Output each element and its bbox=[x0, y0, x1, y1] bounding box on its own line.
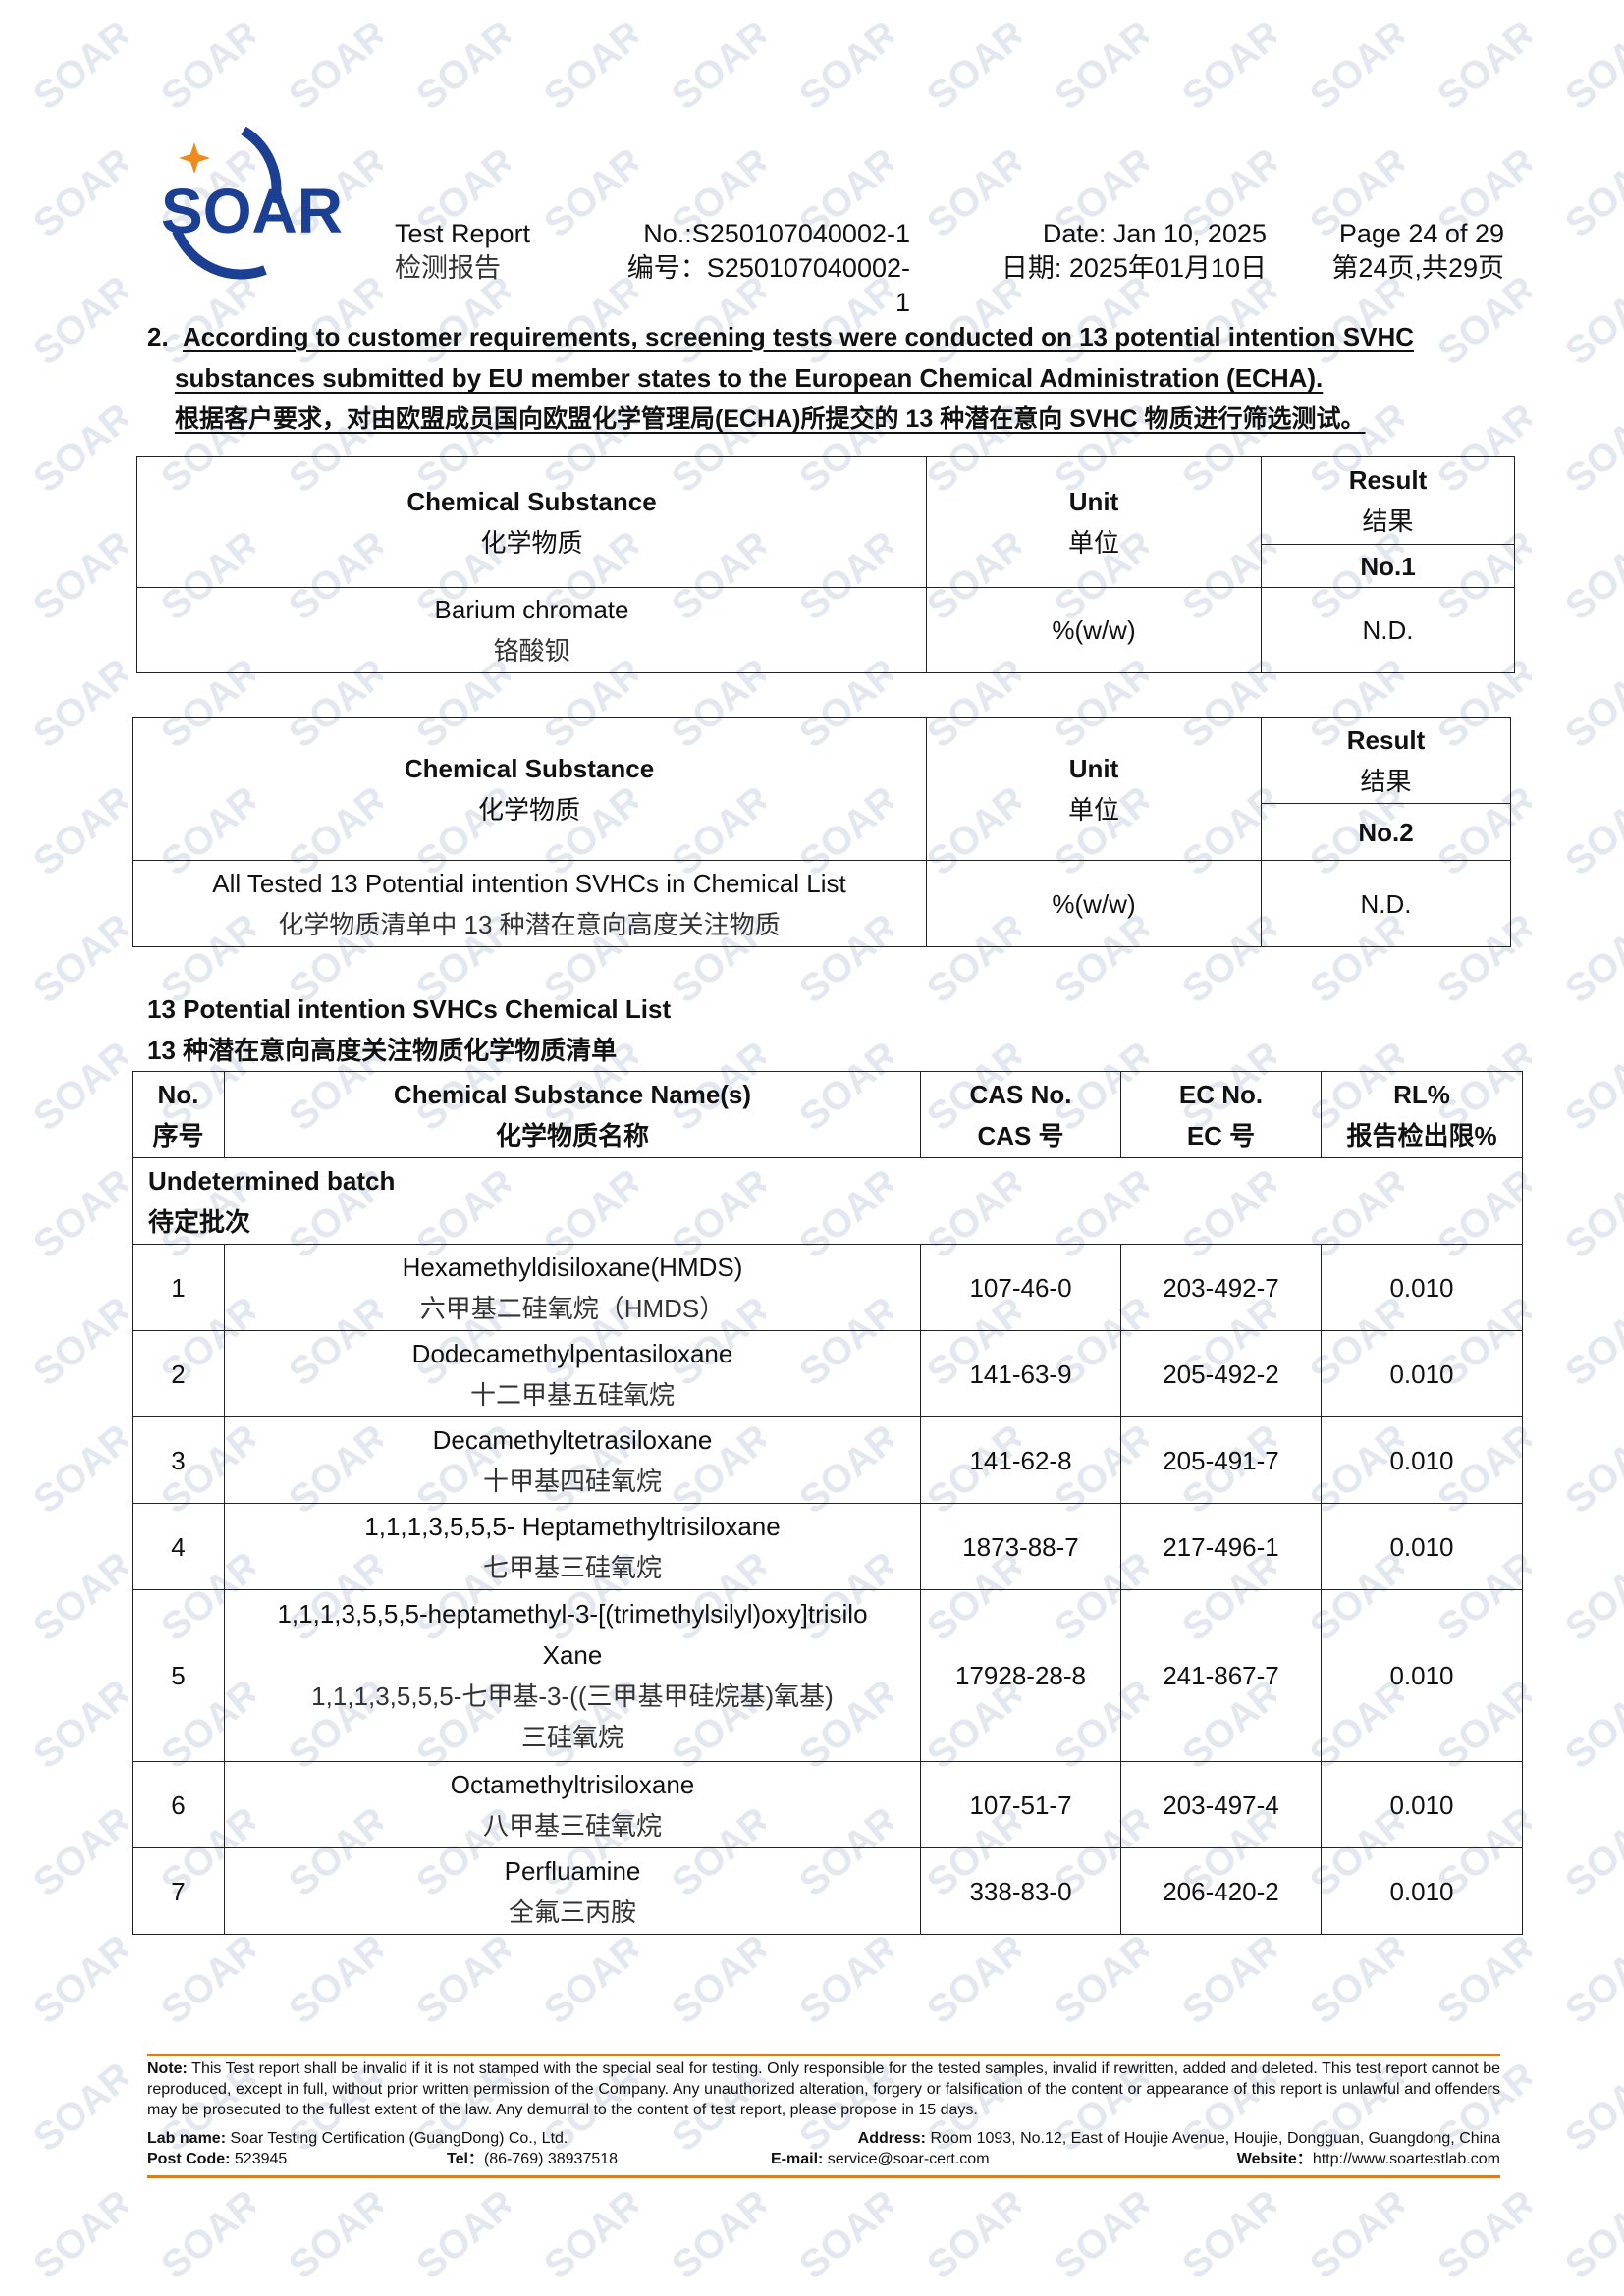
table-row: 7 Perfluamine 全氟三丙胺 338-83-0 206-420-2 0.010 bbox=[132, 1847, 1523, 1935]
cell-ec: 206-420-2 bbox=[1120, 1847, 1322, 1935]
footer-email: E-mail: service@soar-cert.com bbox=[771, 2151, 990, 2167]
report-number: No.:S250107040002-1 编号：S250107040002-1 bbox=[621, 217, 910, 320]
cell-name: Perfluamine 全氟三丙胺 bbox=[224, 1847, 921, 1935]
table-row: 3 Decamethyltetrasiloxane 十甲基四硅氧烷 141-62-8 2… bbox=[132, 1416, 1523, 1504]
footer-website[interactable]: Website：http://www.soartestlab.com bbox=[1236, 2151, 1500, 2167]
footer-address: Address: Room 1093, No.12, East of Houji… bbox=[857, 2130, 1500, 2147]
table-row: 1 Hexamethyldisiloxane(HMDS) 六甲基二硅氧烷（HMDS）… bbox=[132, 1244, 1523, 1331]
header-sample-no: No.2 bbox=[1261, 803, 1511, 861]
cell-ec: 203-492-7 bbox=[1120, 1244, 1322, 1331]
footer-lab: Lab name: Soar Testing Certification (Gu… bbox=[147, 2130, 568, 2147]
footer-note: Note: This Test report shall be invalid … bbox=[147, 2060, 1501, 2118]
header-unit: Unit 单位 bbox=[926, 456, 1262, 588]
header-unit: Unit 单位 bbox=[926, 717, 1262, 861]
soar-logo: SOAR bbox=[157, 123, 378, 280]
footer-bottom-rule bbox=[147, 2175, 1500, 2178]
list-title: 13 Potential intention SVHCs Chemical Li… bbox=[147, 994, 672, 1065]
cell-cas: 338-83-0 bbox=[920, 1847, 1121, 1935]
cell-cas: 107-51-7 bbox=[920, 1761, 1121, 1848]
table-row: 5 1,1,1,3,5,5,5-heptamethyl-3-[(trimethyl… bbox=[132, 1589, 1523, 1762]
cell-no: 7 bbox=[132, 1847, 225, 1935]
group-row: Undetermined batch 待定批次 bbox=[132, 1157, 1523, 1245]
footer-top-rule bbox=[147, 2054, 1500, 2056]
no-en: No.:S250107040002-1 bbox=[643, 219, 910, 248]
cell-name: Octamethyltrisiloxane 八甲基三硅氧烷 bbox=[224, 1761, 921, 1848]
cell-no: 2 bbox=[132, 1330, 225, 1417]
table-row: 2 Dodecamethylpentasiloxane 十二甲基五硅氧烷 141-63… bbox=[132, 1330, 1523, 1417]
cell-cas: 141-63-9 bbox=[920, 1330, 1121, 1417]
cell-name: Decamethyltetrasiloxane 十甲基四硅氧烷 bbox=[224, 1416, 921, 1504]
svhc-list-table: No. 序号 Chemical Substance Name(s) 化学物质名称 C… bbox=[132, 1071, 1523, 1935]
cell-rl: 0.010 bbox=[1321, 1589, 1523, 1762]
cell-rl: 0.010 bbox=[1321, 1503, 1523, 1590]
section-number: 2. bbox=[147, 322, 169, 351]
cell-ec: 205-492-2 bbox=[1120, 1330, 1322, 1417]
cell-cas: 141-62-8 bbox=[920, 1416, 1121, 1504]
cell-no: 5 bbox=[132, 1589, 225, 1762]
title-zh: 检测报告 bbox=[395, 253, 501, 283]
cell-no: 1 bbox=[132, 1244, 225, 1331]
header-result: Result 结果 bbox=[1261, 717, 1511, 804]
cell-cas: 1873-88-7 bbox=[920, 1503, 1121, 1590]
cell-ec: 205-491-7 bbox=[1120, 1416, 1322, 1504]
table-row: 6 Octamethyltrisiloxane 八甲基三硅氧烷 107-51-7 203… bbox=[132, 1761, 1523, 1848]
table-row: All Tested 13 Potential intention SVHCs … bbox=[132, 860, 1511, 947]
footer-tel: Tel：(86-769) 38937518 bbox=[447, 2151, 619, 2167]
heading-line1: According to customer requirements, scre… bbox=[183, 322, 1415, 351]
cell-no: 6 bbox=[132, 1761, 225, 1848]
title-en: Test Report bbox=[395, 219, 531, 248]
table-row: Barium chromate 铬酸钡 %(w/w) N.D. bbox=[136, 587, 1515, 673]
cell-rl: 0.010 bbox=[1321, 1847, 1523, 1935]
cell-name: 1,1,1,3,5,5,5-heptamethyl-3-[(trimethyls… bbox=[224, 1589, 921, 1762]
date-zh: 日期: 2025年01月10日 bbox=[1001, 253, 1267, 283]
cell-rl: 0.010 bbox=[1321, 1416, 1523, 1504]
result-table-1: Chemical Substance 化学物质 Unit 单位 Result 结果 No.… bbox=[136, 456, 1515, 673]
heading-line2: substances submitted by EU member states… bbox=[175, 363, 1324, 393]
section-heading: 2. According to customer requirements, sc… bbox=[147, 316, 1512, 440]
date-en: Date: Jan 10, 2025 bbox=[1042, 219, 1267, 248]
footer-post: Post Code: 523945 bbox=[147, 2151, 288, 2167]
cell-ec: 203-497-4 bbox=[1120, 1761, 1322, 1848]
cell-name: Dodecamethylpentasiloxane 十二甲基五硅氧烷 bbox=[224, 1330, 921, 1417]
heading-line3: 根据客户要求，对由欧盟成员国向欧盟化学管理局(ECHA)所提交的 13 种潜在意… bbox=[175, 405, 1366, 433]
cell-rl: 0.010 bbox=[1321, 1761, 1523, 1848]
cell-rl: 0.010 bbox=[1321, 1244, 1523, 1331]
page-en: Page 24 of 29 bbox=[1338, 219, 1504, 248]
no-zh: 编号：S250107040002-1 bbox=[626, 253, 910, 317]
table-row: 4 1,1,1,3,5,5,5- Heptamethyltrisiloxane 七甲… bbox=[132, 1503, 1523, 1590]
cell-ec: 241-867-7 bbox=[1120, 1589, 1322, 1762]
header-result: Result 结果 bbox=[1261, 456, 1515, 545]
header-substance: Chemical Substance 化学物质 bbox=[132, 717, 927, 861]
page-zh: 第24页,共29页 bbox=[1331, 253, 1504, 283]
cell-name: 1,1,1,3,5,5,5- Heptamethyltrisiloxane 七甲基… bbox=[224, 1503, 921, 1590]
cell-no: 4 bbox=[132, 1503, 225, 1590]
report-date: Date: Jan 10, 2025 日期: 2025年01月10日 bbox=[982, 217, 1267, 286]
report-title: Test Report 检测报告 bbox=[395, 217, 530, 286]
header-substance: Chemical Substance 化学物质 bbox=[136, 456, 927, 588]
cell-rl: 0.010 bbox=[1321, 1330, 1523, 1417]
page-number: Page 24 of 29 第24页,共29页 bbox=[1306, 217, 1504, 286]
cell-ec: 217-496-1 bbox=[1120, 1503, 1322, 1590]
result-table-2: Chemical Substance 化学物质 Unit 单位 Result 结果 No.… bbox=[132, 717, 1511, 947]
cell-cas: 107-46-0 bbox=[920, 1244, 1121, 1331]
svg-text:SOAR: SOAR bbox=[161, 176, 343, 246]
table-header-row: No. 序号 Chemical Substance Name(s) 化学物质名称 C… bbox=[132, 1071, 1523, 1158]
cell-cas: 17928-28-8 bbox=[920, 1589, 1121, 1762]
header-sample-no: No.1 bbox=[1261, 544, 1515, 588]
cell-no: 3 bbox=[132, 1416, 225, 1504]
cell-name: Hexamethyldisiloxane(HMDS) 六甲基二硅氧烷（HMDS） bbox=[224, 1244, 921, 1331]
